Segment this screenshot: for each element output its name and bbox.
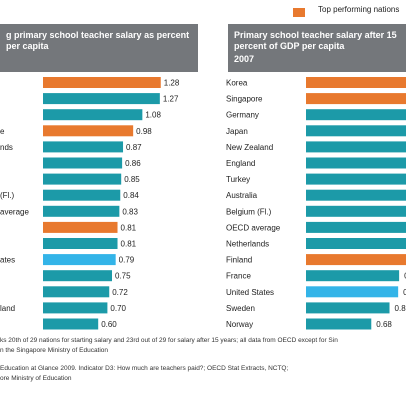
left-value-label: 0.84	[123, 191, 139, 200]
right-bar	[306, 157, 406, 169]
left-category-label: e	[0, 127, 5, 136]
left-bar	[43, 125, 134, 137]
left-category-label: land	[0, 304, 15, 313]
left-value-label: 1.27	[163, 95, 179, 104]
right-bar	[306, 173, 406, 185]
left-panel-header: g primary school teacher salary as perce…	[0, 24, 198, 72]
note-line: ks 20th of 29 nations for starting salar…	[0, 337, 338, 344]
left-value-label: 0.79	[119, 256, 135, 265]
right-bar	[306, 109, 406, 121]
left-bar	[43, 302, 108, 314]
right-category-label: England	[226, 159, 255, 168]
right-category-label: Japan	[226, 127, 248, 136]
left-value-label: 0.85	[124, 175, 140, 184]
right-category-label: Finland	[226, 256, 252, 265]
left-value-label: 0.81	[121, 223, 137, 232]
left-category-label: average	[0, 207, 29, 216]
left-value-label: 0.70	[110, 304, 126, 313]
left-value-label: 0.98	[136, 127, 152, 136]
left-bar	[43, 157, 123, 169]
right-category-label: Germany	[226, 111, 259, 120]
left-chart-title: g primary school teacher salary as perce…	[6, 30, 190, 51]
right-category-label: France	[226, 272, 251, 281]
right-category-label: United States	[226, 288, 274, 297]
left-category-label: ates	[0, 256, 15, 265]
left-value-label: 0.75	[115, 272, 131, 281]
left-value-label: 0.87	[126, 143, 142, 152]
right-category-label: OECD average	[226, 223, 281, 232]
right-bar	[306, 318, 372, 330]
right-category-label: Korea	[226, 79, 248, 88]
right-value-label: 0.68	[376, 320, 392, 329]
left-value-label: 0.81	[121, 240, 137, 249]
right-bar	[306, 254, 406, 266]
left-category-label: nds	[0, 143, 13, 152]
right-category-label: Belgium (Fl.)	[226, 207, 272, 216]
source-notes: ks 20th of 29 nations for starting salar…	[0, 336, 406, 384]
right-bar	[306, 286, 399, 298]
left-bar	[43, 318, 99, 330]
left-bar	[43, 286, 110, 298]
right-value-label: 0.87	[395, 304, 406, 313]
right-bar	[306, 77, 406, 88]
right-bar	[306, 221, 406, 233]
left-bar	[43, 221, 118, 233]
left-value-label: 0.60	[101, 320, 117, 329]
note-line: n the Singapore Ministry of Education	[0, 347, 109, 354]
right-bar	[306, 125, 406, 137]
right-category-label: Turkey	[226, 175, 250, 184]
left-value-label: 0.72	[112, 288, 128, 297]
right-bar	[306, 93, 406, 105]
right-value-label: 0.96	[403, 288, 406, 297]
left-bar	[43, 93, 160, 105]
left-bar	[43, 238, 118, 249]
right-category-label: Australia	[226, 191, 258, 200]
legend-swatch	[293, 8, 305, 17]
right-category-label: Singapore	[226, 95, 263, 104]
right-chart-subtitle: 2007	[234, 54, 255, 64]
left-bar	[43, 254, 116, 266]
left-bar	[43, 189, 121, 201]
note-line: ore Ministry of Education	[0, 375, 72, 382]
left-value-label: 0.83	[122, 207, 138, 216]
left-bar	[43, 109, 143, 121]
right-bar	[306, 302, 390, 314]
right-bar	[306, 141, 406, 153]
right-category-label: Norway	[226, 320, 253, 329]
right-bar	[306, 189, 406, 201]
left-bar	[43, 270, 112, 282]
left-value-label: 1.08	[145, 111, 161, 120]
left-bar	[43, 205, 120, 217]
left-value-label: 1.28	[164, 79, 180, 88]
note-line: Education at Glance 2009. Indicator D3: …	[0, 365, 289, 372]
left-bar	[43, 173, 122, 185]
right-category-label: New Zealand	[226, 143, 273, 152]
left-bar	[43, 77, 161, 88]
right-bar	[306, 238, 406, 249]
right-bar	[306, 205, 406, 217]
left-bar	[43, 141, 124, 153]
right-bar	[306, 270, 400, 282]
legend-label: Top performing nations	[318, 5, 400, 14]
right-category-label: Netherlands	[226, 240, 269, 249]
right-category-label: Sweden	[226, 304, 255, 313]
note-gap	[0, 356, 406, 364]
left-category-label: (Fl.)	[0, 191, 15, 200]
right-value-label: 0.97	[404, 272, 406, 281]
right-panel-header: Primary school teacher salary after 15 p…	[228, 24, 406, 72]
right-chart-title: Primary school teacher salary after 15 p…	[234, 30, 397, 51]
left-value-label: 0.86	[125, 159, 141, 168]
